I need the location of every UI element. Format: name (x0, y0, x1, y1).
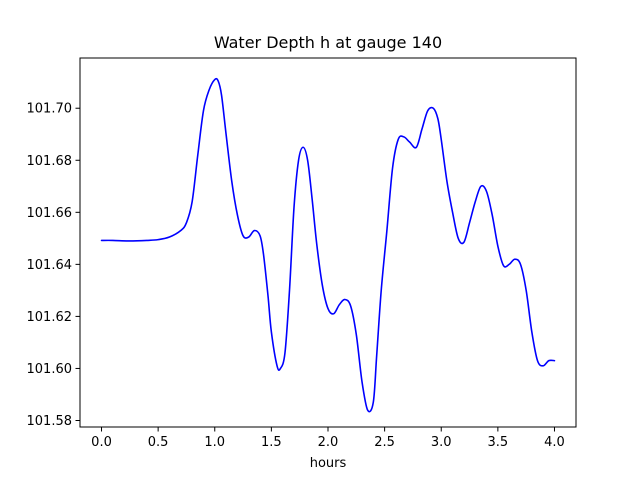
series-line-0 (100, 77, 556, 413)
x-tick-label: 1.0 (204, 435, 225, 450)
x-tick-label: 4.0 (544, 435, 565, 450)
y-tick-label: 101.60 (27, 362, 73, 377)
x-axis-label: hours (310, 456, 347, 471)
axes-frame (79, 57, 577, 428)
plot-area (100, 77, 556, 413)
x-tick-label: 3.5 (488, 435, 509, 450)
y-tick-label: 101.66 (27, 206, 73, 221)
y-tick-label: 101.62 (27, 310, 73, 325)
y-axis-ticks: 101.58 101.60 101.62 101.64 101.66 101.68 101.… (27, 102, 80, 429)
chart-title: Water Depth h at gauge 140 (214, 33, 442, 52)
y-tick-label: 101.70 (27, 102, 73, 117)
x-tick-label: 2.5 (374, 435, 395, 450)
y-tick-label: 101.58 (27, 414, 73, 429)
x-tick-label: 1.5 (261, 435, 282, 450)
y-tick-label: 101.64 (27, 258, 73, 273)
x-axis-ticks: 0.0 0.5 1.0 1.5 2.0 2.5 3.0 3.5 4.0 (91, 427, 565, 450)
x-tick-label: 2.0 (318, 435, 339, 450)
x-tick-label: 0.0 (91, 435, 112, 450)
x-tick-label: 3.0 (431, 435, 452, 450)
y-tick-label: 101.68 (27, 154, 73, 169)
x-tick-label: 0.5 (148, 435, 169, 450)
